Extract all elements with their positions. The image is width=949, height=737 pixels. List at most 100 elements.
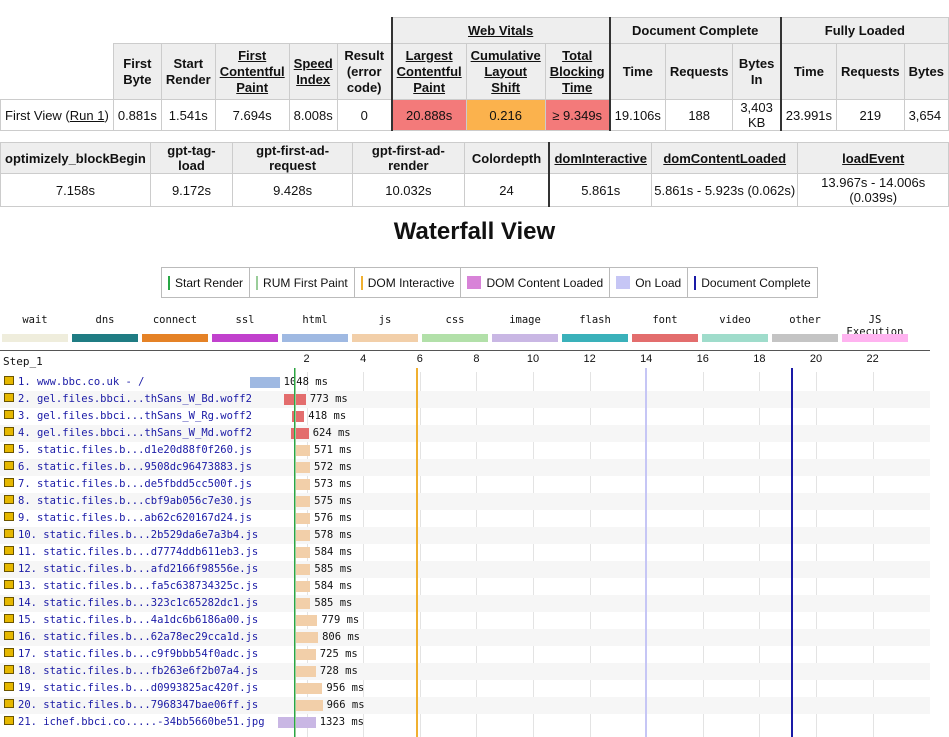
waterfall-row[interactable]: 9. static.files.b...ab62c620167d24.js 576… — [0, 510, 930, 527]
col-fcp[interactable]: First Contentful Paint — [214, 43, 290, 100]
fully-loaded-header: Fully Loaded — [779, 17, 949, 44]
request-url[interactable]: 15. static.files.b...4a1dc6b6186a00.js — [4, 614, 258, 626]
request-url[interactable]: 14. static.files.b...323c1c65282dc1.js — [4, 597, 258, 609]
axis-tick-label: 2 — [303, 353, 310, 365]
lock-icon — [4, 461, 14, 470]
request-url[interactable]: 13. static.files.b...fa5c638734325c.js — [4, 580, 258, 592]
request-type-legend: wait dns connect ssl html js css image flash font… — [0, 314, 949, 344]
request-url[interactable]: 9. static.files.b...ab62c620167d24.js — [4, 512, 252, 524]
dom-interactive-line — [415, 368, 418, 737]
legend-type-swatch — [562, 334, 628, 342]
run-1-link[interactable]: Run 1 — [69, 107, 105, 123]
request-url[interactable]: 10. static.files.b...2b529da6e7a3b4.js — [4, 529, 258, 541]
waterfall-row[interactable]: 8. static.files.b...cbf9ab056c7e30.js 575… — [0, 493, 930, 510]
request-url[interactable]: 19. static.files.b...d0993825ac420f.js — [4, 682, 258, 694]
waterfall-row[interactable]: 5. static.files.b...d1e20d88f0f260.js 571… — [0, 442, 930, 459]
waterfall-row[interactable]: 21. ichef.bbci.co.....-34bb5660be51.jpg 1… — [0, 714, 930, 731]
col-speed-index[interactable]: Speed Index — [288, 43, 338, 100]
waterfall-row[interactable]: 15. static.files.b...4a1dc6b6186a00.js 77… — [0, 612, 930, 629]
waterfall-row[interactable]: 20. static.files.b...7968347bae06ff.js 96… — [0, 697, 930, 714]
request-url[interactable]: 7. static.files.b...de5fbdd5cc500f.js — [4, 478, 252, 490]
request-url[interactable]: 12. static.files.b...afd2166f98556e.js — [4, 563, 258, 575]
metric-header-7[interactable]: loadEvent — [797, 142, 949, 174]
request-url[interactable]: 20. static.files.b...7968347bae06ff.js — [4, 699, 258, 711]
gridline — [759, 372, 761, 737]
metric-value-1: 9.172s — [149, 173, 234, 207]
col-result: Result (error code) — [336, 43, 393, 100]
summary-table: Web Vitals Document Complete Fully Loade… — [0, 17, 949, 131]
request-url[interactable]: 8. static.files.b...cbf9ab056c7e30.js — [4, 495, 252, 507]
waterfall-row[interactable]: 7. static.files.b...de5fbdd5cc500f.js 573… — [0, 476, 930, 493]
metric-header-5[interactable]: domInteractive — [548, 142, 652, 174]
waterfall-row[interactable]: 14. static.files.b...323c1c65282dc1.js 58… — [0, 595, 930, 612]
waterfall-row[interactable]: 18. static.files.b...fb263e6f2b07a4.js 72… — [0, 663, 930, 680]
legend-type-swatch — [492, 334, 558, 342]
col-tbt[interactable]: Total Blocking Time — [544, 43, 611, 100]
lock-icon — [4, 478, 14, 487]
axis-tick-label: 10 — [526, 353, 540, 365]
legend-type-label: connect — [152, 314, 198, 326]
metric-value-7: 13.967s - 14.006s (0.039s) — [797, 173, 949, 207]
waterfall-row[interactable]: 10. static.files.b...2b529da6e7a3b4.js 57… — [0, 527, 930, 544]
legend-type-label: css — [445, 314, 465, 326]
legend-type-ssl: ssl — [212, 314, 278, 342]
waterfall-row[interactable]: 4. gel.files.bbci...thSans_W_Md.woff2 624… — [0, 425, 930, 442]
metric-header-6[interactable]: domContentLoaded — [650, 142, 799, 174]
request-url[interactable]: 18. static.files.b...fb263e6f2b07a4.js — [4, 665, 258, 677]
lock-icon — [4, 529, 14, 538]
legend-swatch — [467, 276, 482, 289]
waterfall-row[interactable]: 11. static.files.b...d7774ddb611eb3.js 58… — [0, 544, 930, 561]
request-url-text: 9. static.files.b...ab62c620167d24.js — [18, 512, 252, 524]
request-url-text: 11. static.files.b...d7774ddb611eb3.js — [18, 546, 259, 558]
request-url[interactable]: 6. static.files.b...9508dc96473883.js — [4, 461, 252, 473]
request-duration: 576 ms — [314, 512, 353, 524]
legend-type-swatch — [352, 334, 418, 342]
lock-icon — [4, 376, 14, 385]
request-duration: 575 ms — [314, 495, 353, 507]
legend-dom-content-loaded: DOM Content Loaded — [461, 268, 611, 297]
axis-tick-label: 16 — [696, 353, 709, 365]
waterfall-row[interactable]: 13. static.files.b...fa5c638734325c.js 58… — [0, 578, 930, 595]
request-url-text: 2. gel.files.bbci...thSans_W_Bd.woff2 — [18, 393, 252, 405]
lock-icon — [4, 546, 14, 555]
request-url-text: 1. www.bbc.co.uk - / — [18, 376, 145, 388]
request-url-text: 8. static.files.b...cbf9ab056c7e30.js — [18, 495, 252, 507]
request-url[interactable]: 16. static.files.b...62a78ec29cca1d.js — [4, 631, 258, 643]
legend-type-swatch — [142, 334, 208, 342]
request-url[interactable]: 3. gel.files.bbci...thSans_W_Rg.woff2 — [4, 410, 252, 422]
waterfall-row[interactable]: 17. static.files.b...c9f9bbb54f0adc.js 72… — [0, 646, 930, 663]
gridline — [476, 372, 478, 737]
waterfall-row[interactable]: 16. static.files.b...62a78ec29cca1d.js 80… — [0, 629, 930, 646]
event-legend: Start Render RUM First Paint DOM Interac… — [161, 267, 818, 298]
val-speed-index: 8.008s — [288, 99, 338, 131]
waterfall-row[interactable]: 2. gel.files.bbci...thSans_W_Bd.woff2 773… — [0, 391, 930, 408]
legend-type-label: flash — [579, 314, 611, 326]
waterfall-row[interactable]: 12. static.files.b...afd2166f98556e.js 58… — [0, 561, 930, 578]
request-url-text: 21. ichef.bbci.co.....-34bb5660be51.jpg — [18, 716, 265, 728]
axis-tick-label: 20 — [809, 353, 823, 365]
metric-value-5: 5.861s — [548, 173, 652, 207]
request-url[interactable]: 11. static.files.b...d7774ddb611eb3.js — [4, 546, 258, 558]
val-fl-bytes: 3,654 — [903, 99, 949, 131]
waterfall-row[interactable]: 3. gel.files.bbci...thSans_W_Rg.woff2 418… — [0, 408, 930, 425]
request-url[interactable]: 17. static.files.b...c9f9bbb54f0adc.js — [4, 648, 258, 660]
legend-type-swatch — [842, 334, 908, 342]
request-duration: 1048 ms — [283, 376, 328, 388]
request-bar — [293, 496, 311, 507]
waterfall-row[interactable]: 6. static.files.b...9508dc96473883.js 572… — [0, 459, 930, 476]
col-cls[interactable]: Cumulative Layout Shift — [465, 43, 546, 100]
waterfall-row[interactable]: 19. static.files.b...d0993825ac420f.js 95… — [0, 680, 930, 697]
web-vitals-header[interactable]: Web Vitals — [390, 17, 611, 44]
request-url[interactable]: 4. gel.files.bbci...thSans_W_Md.woff2 — [4, 427, 252, 439]
legend-type-label: ssl — [235, 314, 255, 326]
request-url[interactable]: 5. static.files.b...d1e20d88f0f260.js — [4, 444, 252, 456]
col-start-render: Start Render — [160, 43, 216, 100]
request-url[interactable]: 21. ichef.bbci.co.....-34bb5660be51.jpg — [4, 716, 265, 728]
col-lcp[interactable]: Largest Contentful Paint — [390, 43, 467, 100]
request-url[interactable]: 1. www.bbc.co.uk - / — [4, 376, 144, 388]
request-duration: 584 ms — [314, 546, 353, 558]
metric-header-0: optimizely_blockBegin — [0, 142, 151, 174]
legend-start-render: Start Render — [162, 268, 251, 297]
gridline — [419, 372, 421, 737]
request-url[interactable]: 2. gel.files.bbci...thSans_W_Bd.woff2 — [4, 393, 252, 405]
